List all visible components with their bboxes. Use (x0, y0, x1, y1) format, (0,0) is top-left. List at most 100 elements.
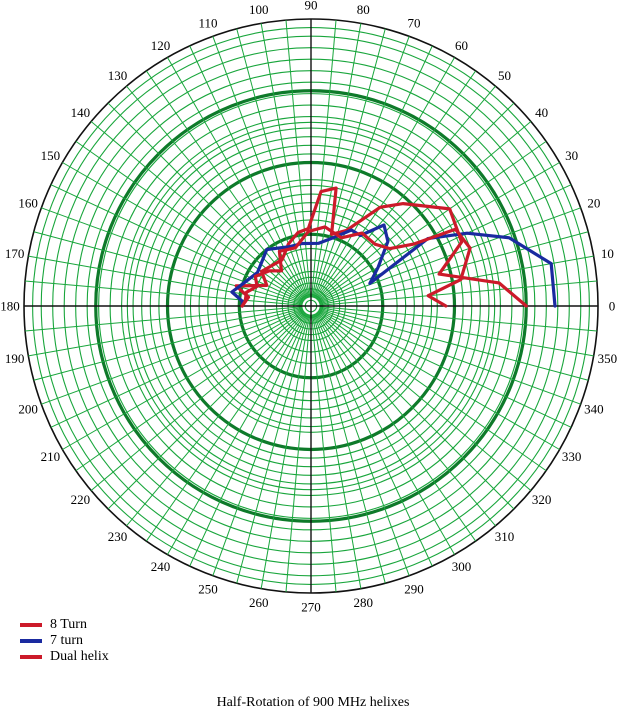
data-series (230, 186, 557, 308)
grid-spoke-215 (75, 310, 305, 472)
angle-tick-label: 160 (18, 196, 38, 211)
grid-spoke-250 (212, 313, 309, 576)
grid-spoke-305 (315, 312, 477, 542)
grid-spoke-170 (28, 255, 303, 305)
grid-spoke-110 (212, 36, 309, 299)
grid-spoke-325 (317, 310, 547, 472)
grid-spoke-300 (314, 313, 455, 555)
grid-spoke-15 (319, 231, 589, 305)
legend-label-7-turn: 7 turn (50, 633, 84, 648)
grid-spoke-275 (311, 314, 337, 592)
grid-spoke-330 (318, 309, 560, 450)
grid-spoke-285 (312, 314, 386, 584)
grid-spoke-5 (319, 280, 597, 306)
grid-spoke-335 (318, 309, 572, 428)
grid-spoke-200 (41, 308, 304, 405)
grid-spoke-340 (318, 308, 581, 405)
angle-tick-label: 200 (18, 401, 38, 416)
grid-spoke-255 (236, 314, 310, 584)
angle-tick-label: 100 (249, 2, 269, 17)
legend: 8 Turn 7 turn Dual helix (20, 617, 109, 665)
grid-spoke-85 (311, 20, 337, 298)
angle-tick-label: 270 (301, 600, 321, 615)
grid-spoke-30 (318, 162, 560, 303)
angle-tick-label: 340 (584, 401, 604, 416)
grid-spoke-190 (28, 307, 303, 357)
grid-spoke-210 (62, 309, 304, 450)
grid-spoke-260 (260, 314, 310, 589)
grid-spoke-50 (316, 85, 496, 300)
grid-spoke-235 (145, 312, 307, 542)
grid-spoke-95 (285, 20, 311, 298)
angle-tick-label: 320 (532, 492, 552, 507)
series-line-dual-helix (240, 225, 472, 308)
legend-item-7-turn: 7 turn (20, 633, 109, 649)
grid-spoke-265 (285, 314, 311, 592)
angle-tick-label: 240 (151, 559, 171, 574)
legend-swatch-dual-helix (20, 655, 42, 659)
grid-spoke-350 (319, 307, 594, 357)
series-line-7-turn (230, 223, 557, 308)
grid-spoke-225 (107, 311, 306, 510)
grid-spoke-75 (312, 28, 386, 298)
grid-spoke-345 (319, 307, 589, 381)
grid-spoke-70 (313, 36, 410, 299)
legend-swatch-7-turn (20, 639, 42, 643)
angle-tick-label: 130 (108, 68, 128, 83)
angle-tick-label: 300 (452, 559, 472, 574)
angle-tick-label: 290 (404, 581, 424, 596)
angle-tick-label: 120 (151, 38, 171, 53)
grid-spoke-100 (260, 23, 310, 298)
angle-labels: 0 10 20 30 40 50 60 70 80 90 100 110 120 130 140 150 160… (0, 0, 617, 615)
angle-tick-label: 220 (71, 492, 91, 507)
angle-tick-label: 250 (198, 581, 218, 596)
legend-label-dual-helix: Dual helix (50, 649, 109, 664)
grid-spoke-160 (41, 207, 304, 304)
angle-tick-label: 280 (354, 595, 374, 610)
legend-item-8-turn: 8 Turn (20, 617, 109, 633)
angle-tick-label: 140 (71, 105, 91, 120)
grid-spoke-45 (316, 102, 515, 301)
angle-tick-label: 20 (587, 196, 600, 211)
grid-spoke-105 (236, 28, 310, 298)
grid-spoke-290 (313, 313, 410, 576)
grid-spoke-320 (317, 311, 532, 491)
grid-spoke-175 (25, 280, 303, 306)
angle-tick-label: 90 (305, 0, 318, 13)
angle-tick-label: 260 (249, 595, 269, 610)
angle-tick-label: 50 (498, 68, 511, 83)
angle-tick-label: 0 (609, 299, 616, 314)
grid-spoke-55 (315, 70, 477, 300)
angle-tick-label: 230 (108, 529, 128, 544)
grid-spoke-280 (312, 314, 362, 589)
chart-title: Half-Rotation of 900 MHz helixes (216, 695, 410, 710)
grid-spoke-195 (33, 307, 303, 381)
grid-spoke-35 (317, 140, 547, 302)
angle-tick-label: 170 (5, 246, 25, 261)
grid-spoke-25 (318, 184, 572, 303)
angle-tick-label: 30 (565, 148, 578, 163)
grid-spoke-220 (90, 311, 305, 491)
grid-spoke-60 (314, 57, 455, 299)
grid-spoke-115 (189, 45, 308, 299)
grid-spoke-310 (316, 312, 496, 527)
angle-tick-label: 180 (0, 299, 20, 314)
grid-spoke-40 (317, 121, 532, 301)
angle-tick-label: 110 (199, 16, 218, 31)
grid-spoke-20 (318, 207, 581, 304)
grid-spoke-155 (50, 184, 304, 303)
angle-tick-label: 330 (562, 449, 582, 464)
polar-grid (23, 18, 599, 594)
grid-spoke-145 (75, 140, 305, 302)
grid-spoke-165 (33, 231, 303, 305)
grid-spoke-355 (319, 306, 597, 332)
legend-label-8-turn: 8 Turn (50, 617, 87, 632)
angle-tick-label: 190 (5, 351, 25, 366)
angle-tick-label: 310 (495, 529, 515, 544)
grid-spoke-315 (316, 311, 515, 510)
angle-tick-label: 60 (455, 38, 468, 53)
grid-spoke-245 (189, 313, 308, 567)
legend-swatch-8-turn (20, 623, 42, 627)
grid-spoke-65 (314, 45, 433, 299)
angle-tick-label: 210 (41, 449, 61, 464)
